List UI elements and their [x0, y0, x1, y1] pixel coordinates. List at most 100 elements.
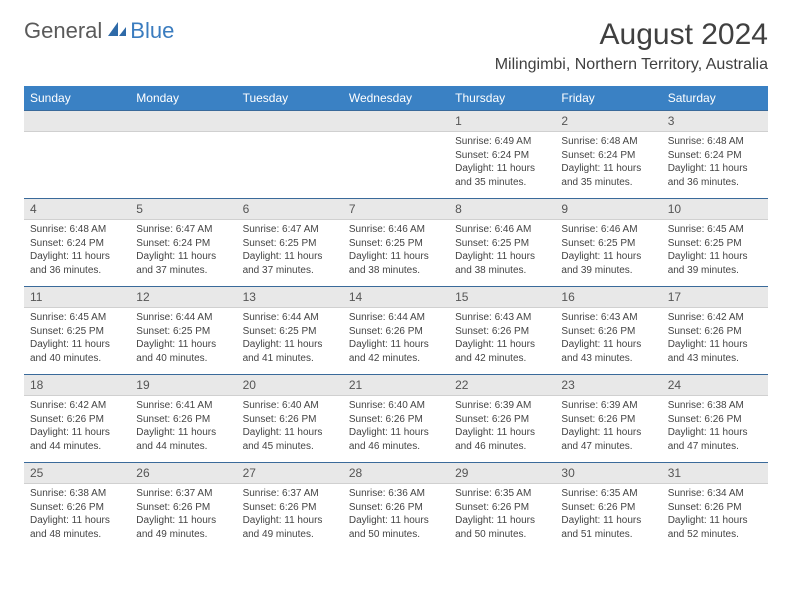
- calendar-day-cell: 20Sunrise: 6:40 AMSunset: 6:26 PMDayligh…: [237, 375, 343, 463]
- calendar-week-row: 25Sunrise: 6:38 AMSunset: 6:26 PMDayligh…: [24, 463, 768, 551]
- sunrise-text: Sunrise: 6:39 AM: [455, 399, 549, 413]
- calendar-day-cell: 11Sunrise: 6:45 AMSunset: 6:25 PMDayligh…: [24, 287, 130, 375]
- day-number: 26: [130, 463, 236, 484]
- calendar-day-cell: [343, 111, 449, 199]
- calendar-day-cell: 17Sunrise: 6:42 AMSunset: 6:26 PMDayligh…: [662, 287, 768, 375]
- daylight-text: Daylight: 11 hours and 40 minutes.: [136, 338, 230, 365]
- logo: General Blue: [24, 18, 174, 44]
- day-data: Sunrise: 6:39 AMSunset: 6:26 PMDaylight:…: [449, 396, 555, 456]
- sunset-text: Sunset: 6:25 PM: [349, 237, 443, 251]
- day-number: 17: [662, 287, 768, 308]
- day-data: Sunrise: 6:46 AMSunset: 6:25 PMDaylight:…: [343, 220, 449, 280]
- calendar-day-cell: 15Sunrise: 6:43 AMSunset: 6:26 PMDayligh…: [449, 287, 555, 375]
- calendar-day-cell: 8Sunrise: 6:46 AMSunset: 6:25 PMDaylight…: [449, 199, 555, 287]
- calendar-day-cell: 18Sunrise: 6:42 AMSunset: 6:26 PMDayligh…: [24, 375, 130, 463]
- calendar-day-cell: 28Sunrise: 6:36 AMSunset: 6:26 PMDayligh…: [343, 463, 449, 551]
- day-number: 12: [130, 287, 236, 308]
- day-number: 18: [24, 375, 130, 396]
- day-data: Sunrise: 6:48 AMSunset: 6:24 PMDaylight:…: [24, 220, 130, 280]
- sunrise-text: Sunrise: 6:37 AM: [136, 487, 230, 501]
- sunset-text: Sunset: 6:26 PM: [136, 501, 230, 515]
- daylight-text: Daylight: 11 hours and 37 minutes.: [136, 250, 230, 277]
- weekday-header: Friday: [555, 86, 661, 111]
- day-number: 2: [555, 111, 661, 132]
- sunrise-text: Sunrise: 6:35 AM: [561, 487, 655, 501]
- calendar-day-cell: 7Sunrise: 6:46 AMSunset: 6:25 PMDaylight…: [343, 199, 449, 287]
- daylight-text: Daylight: 11 hours and 41 minutes.: [243, 338, 337, 365]
- daylight-text: Daylight: 11 hours and 50 minutes.: [349, 514, 443, 541]
- day-number: 3: [662, 111, 768, 132]
- calendar-day-cell: 31Sunrise: 6:34 AMSunset: 6:26 PMDayligh…: [662, 463, 768, 551]
- title-block: August 2024 Milingimbi, Northern Territo…: [495, 18, 768, 74]
- logo-text-blue: Blue: [130, 18, 174, 44]
- daylight-text: Daylight: 11 hours and 47 minutes.: [561, 426, 655, 453]
- sunset-text: Sunset: 6:26 PM: [668, 413, 762, 427]
- daylight-text: Daylight: 11 hours and 46 minutes.: [349, 426, 443, 453]
- day-number: 4: [24, 199, 130, 220]
- sunset-text: Sunset: 6:25 PM: [455, 237, 549, 251]
- day-number: 11: [24, 287, 130, 308]
- sunrise-text: Sunrise: 6:43 AM: [561, 311, 655, 325]
- sunset-text: Sunset: 6:26 PM: [561, 325, 655, 339]
- day-data: Sunrise: 6:35 AMSunset: 6:26 PMDaylight:…: [555, 484, 661, 544]
- sunrise-text: Sunrise: 6:35 AM: [455, 487, 549, 501]
- sunset-text: Sunset: 6:26 PM: [668, 325, 762, 339]
- location-subtitle: Milingimbi, Northern Territory, Australi…: [495, 56, 768, 74]
- daylight-text: Daylight: 11 hours and 35 minutes.: [455, 162, 549, 189]
- sunrise-text: Sunrise: 6:40 AM: [349, 399, 443, 413]
- day-number: 13: [237, 287, 343, 308]
- day-data: Sunrise: 6:47 AMSunset: 6:25 PMDaylight:…: [237, 220, 343, 280]
- day-number: 7: [343, 199, 449, 220]
- sunrise-text: Sunrise: 6:39 AM: [561, 399, 655, 413]
- weekday-header: Thursday: [449, 86, 555, 111]
- logo-text-general: General: [24, 18, 102, 44]
- sunset-text: Sunset: 6:24 PM: [668, 149, 762, 163]
- day-number: 19: [130, 375, 236, 396]
- weekday-header: Sunday: [24, 86, 130, 111]
- day-data: Sunrise: 6:36 AMSunset: 6:26 PMDaylight:…: [343, 484, 449, 544]
- sunrise-text: Sunrise: 6:43 AM: [455, 311, 549, 325]
- weekday-header: Saturday: [662, 86, 768, 111]
- day-number: 16: [555, 287, 661, 308]
- sunset-text: Sunset: 6:26 PM: [455, 501, 549, 515]
- day-data: Sunrise: 6:40 AMSunset: 6:26 PMDaylight:…: [237, 396, 343, 456]
- calendar-day-cell: [24, 111, 130, 199]
- day-number: 25: [24, 463, 130, 484]
- sunrise-text: Sunrise: 6:45 AM: [668, 223, 762, 237]
- weekday-header: Wednesday: [343, 86, 449, 111]
- daylight-text: Daylight: 11 hours and 50 minutes.: [455, 514, 549, 541]
- calendar-day-cell: 14Sunrise: 6:44 AMSunset: 6:26 PMDayligh…: [343, 287, 449, 375]
- daylight-text: Daylight: 11 hours and 42 minutes.: [349, 338, 443, 365]
- day-number: 21: [343, 375, 449, 396]
- sunrise-text: Sunrise: 6:48 AM: [561, 135, 655, 149]
- calendar-day-cell: 13Sunrise: 6:44 AMSunset: 6:25 PMDayligh…: [237, 287, 343, 375]
- day-number: 9: [555, 199, 661, 220]
- day-number: 20: [237, 375, 343, 396]
- calendar-day-cell: 29Sunrise: 6:35 AMSunset: 6:26 PMDayligh…: [449, 463, 555, 551]
- calendar-week-row: 18Sunrise: 6:42 AMSunset: 6:26 PMDayligh…: [24, 375, 768, 463]
- calendar-day-cell: 6Sunrise: 6:47 AMSunset: 6:25 PMDaylight…: [237, 199, 343, 287]
- day-data: Sunrise: 6:42 AMSunset: 6:26 PMDaylight:…: [662, 308, 768, 368]
- sunrise-text: Sunrise: 6:36 AM: [349, 487, 443, 501]
- day-number: [130, 111, 236, 132]
- calendar-day-cell: 21Sunrise: 6:40 AMSunset: 6:26 PMDayligh…: [343, 375, 449, 463]
- daylight-text: Daylight: 11 hours and 51 minutes.: [561, 514, 655, 541]
- daylight-text: Daylight: 11 hours and 43 minutes.: [668, 338, 762, 365]
- day-number: [24, 111, 130, 132]
- sunset-text: Sunset: 6:26 PM: [561, 501, 655, 515]
- sunset-text: Sunset: 6:26 PM: [349, 325, 443, 339]
- calendar-day-cell: 19Sunrise: 6:41 AMSunset: 6:26 PMDayligh…: [130, 375, 236, 463]
- sunrise-text: Sunrise: 6:44 AM: [136, 311, 230, 325]
- daylight-text: Daylight: 11 hours and 38 minutes.: [349, 250, 443, 277]
- sunset-text: Sunset: 6:26 PM: [455, 325, 549, 339]
- calendar-day-cell: 25Sunrise: 6:38 AMSunset: 6:26 PMDayligh…: [24, 463, 130, 551]
- day-number: 30: [555, 463, 661, 484]
- day-data: Sunrise: 6:39 AMSunset: 6:26 PMDaylight:…: [555, 396, 661, 456]
- sunrise-text: Sunrise: 6:44 AM: [349, 311, 443, 325]
- day-number: 10: [662, 199, 768, 220]
- daylight-text: Daylight: 11 hours and 45 minutes.: [243, 426, 337, 453]
- sunset-text: Sunset: 6:25 PM: [136, 325, 230, 339]
- day-data: Sunrise: 6:35 AMSunset: 6:26 PMDaylight:…: [449, 484, 555, 544]
- day-number: 8: [449, 199, 555, 220]
- daylight-text: Daylight: 11 hours and 48 minutes.: [30, 514, 124, 541]
